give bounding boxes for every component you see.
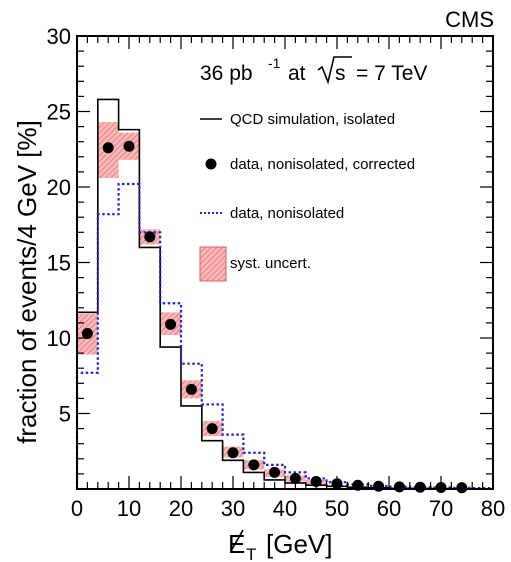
x-tick-label: 80 <box>481 496 505 521</box>
lumi-exponent: -1 <box>268 55 281 71</box>
x-tick-label: 70 <box>429 496 453 521</box>
x-tick-label: 40 <box>273 496 297 521</box>
data-point <box>102 142 114 154</box>
data-point <box>227 447 239 459</box>
x-axis-unit: [GeV] <box>266 529 332 559</box>
x-tick-label: 20 <box>169 496 193 521</box>
lumi-energy: = 7 TeV <box>356 62 427 85</box>
data-point <box>310 475 322 487</box>
data-point <box>144 231 156 243</box>
axis-ticks <box>76 35 494 490</box>
data-point <box>185 383 197 395</box>
legend: QCD simulation, isolated data, nonisolat… <box>199 111 415 282</box>
x-tick-label: 10 <box>117 496 141 521</box>
x-axis-label: E T [GeV] <box>228 529 332 562</box>
y-tick-label: 30 <box>47 24 71 49</box>
x-tick-label: 0 <box>71 496 83 521</box>
y-tick-label: 25 <box>47 100 71 125</box>
y-tick-label: 15 <box>47 251 71 276</box>
x-tick-label: 50 <box>325 496 349 521</box>
x-tick-labels: 0 10 20 30 40 50 60 70 80 <box>71 496 505 521</box>
x-axis-subscript: T <box>246 545 256 562</box>
experiment-label: CMS <box>445 7 494 32</box>
data-point <box>81 327 93 339</box>
data-point <box>269 466 281 478</box>
svg-text:36 pb: 36 pb <box>200 62 253 85</box>
legend-swatch-syst <box>199 246 227 282</box>
lumi-at: at <box>288 62 306 85</box>
data-point <box>248 459 260 471</box>
data-point <box>289 472 301 484</box>
data-point <box>165 318 177 330</box>
legend-label-qcd: QCD simulation, isolated <box>230 111 395 128</box>
sqrt-symbol-icon <box>317 56 352 85</box>
data-point <box>123 140 135 152</box>
legend-swatch-data-corrected <box>205 158 217 170</box>
data-point <box>206 423 218 435</box>
legend-label-syst: syst. uncert. <box>230 255 311 272</box>
legend-label-data-nonisolated: data, nonisolated <box>230 205 344 222</box>
y-axis-label: fraction of events/4 GeV [%] <box>12 120 42 444</box>
x-tick-label: 30 <box>221 496 245 521</box>
y-tick-labels: 5 10 15 20 25 30 <box>47 24 71 427</box>
y-tick-label: 20 <box>47 175 71 200</box>
lumi-label: 36 pb -1 at s = 7 TeV <box>200 55 427 85</box>
legend-label-data-corrected: data, nonisolated, corrected <box>230 156 415 173</box>
slash-icon <box>230 529 244 552</box>
lumi-value: 36 pb <box>200 62 253 85</box>
x-axis-symbol: E <box>228 529 245 559</box>
y-tick-label: 5 <box>59 402 71 427</box>
x-tick-label: 60 <box>377 496 401 521</box>
lumi-sqrt: s <box>335 62 346 85</box>
y-tick-label: 10 <box>47 326 71 351</box>
